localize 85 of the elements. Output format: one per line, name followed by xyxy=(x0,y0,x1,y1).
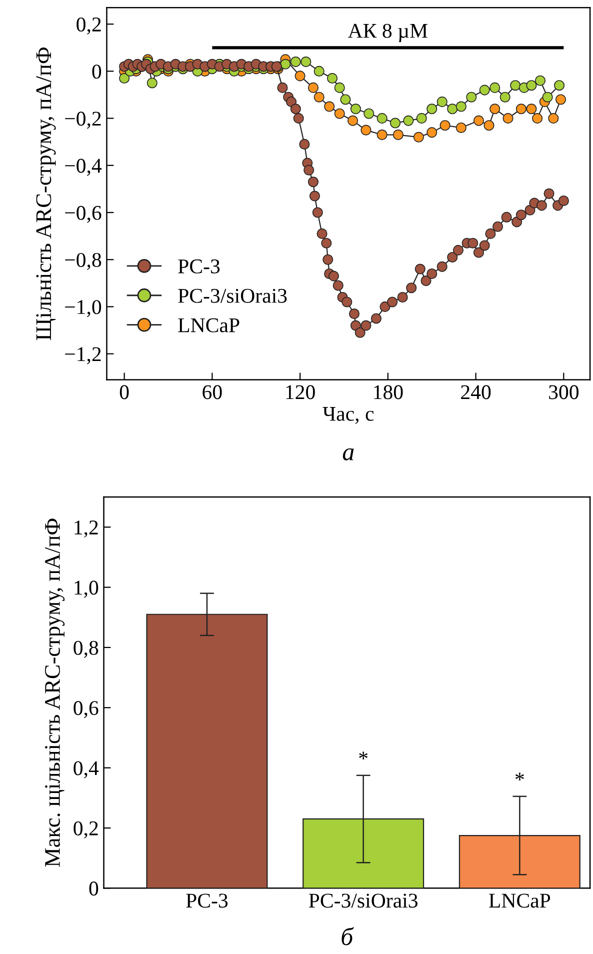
legend-label: PC-3/siOrai3 xyxy=(178,288,287,303)
y-axis-title: Щільність ARC-струму, пА/пФ xyxy=(36,48,56,340)
y-tick-label: 0,4 xyxy=(74,761,99,778)
point xyxy=(500,92,510,102)
point xyxy=(490,104,500,114)
y-tick-label: −0,4 xyxy=(65,158,102,176)
x-tick-label: 0 xyxy=(120,385,129,400)
point xyxy=(416,113,427,124)
y-tick-label: 0,6 xyxy=(74,701,98,718)
legend-label: LNCaP xyxy=(178,318,240,332)
point xyxy=(456,101,466,112)
point xyxy=(324,101,335,112)
y-tick-label: −0,2 xyxy=(65,112,101,129)
point xyxy=(326,72,338,84)
y-tick-label: 0,2 xyxy=(76,17,101,35)
point xyxy=(456,122,466,134)
annotation: * xyxy=(515,772,524,780)
y-tick-label: 0 xyxy=(92,64,102,79)
point xyxy=(516,104,526,114)
point xyxy=(502,113,514,124)
point xyxy=(473,115,484,126)
x-tick-label: LNCaP xyxy=(489,894,550,908)
point xyxy=(294,70,306,82)
point xyxy=(542,92,553,102)
point xyxy=(364,108,374,119)
point xyxy=(534,75,546,86)
point xyxy=(334,108,345,119)
point xyxy=(350,104,361,114)
point xyxy=(314,66,324,76)
point xyxy=(490,82,500,93)
y-tick-label: −0,8 xyxy=(65,252,102,270)
point xyxy=(436,96,448,108)
text: б xyxy=(342,927,354,946)
y-tick-label: 1,0 xyxy=(74,580,98,598)
y-tick-label: 0 xyxy=(89,882,98,896)
point xyxy=(555,94,566,105)
point xyxy=(413,132,424,142)
point xyxy=(348,115,358,126)
point xyxy=(314,92,324,102)
annotation: * xyxy=(359,752,368,760)
x-axis-title: Час, с xyxy=(322,407,374,424)
x-tick-label: 300 xyxy=(549,385,579,400)
y-tick-label: −1,2 xyxy=(65,347,101,364)
y-tick-label: −0,6 xyxy=(65,206,102,223)
point xyxy=(510,80,521,91)
point xyxy=(426,127,438,138)
point xyxy=(334,82,345,93)
point xyxy=(440,120,450,131)
legend-label: PC-3 xyxy=(178,259,220,274)
y-tick-label: 1,2 xyxy=(74,520,98,538)
point xyxy=(290,56,301,68)
point xyxy=(392,130,404,140)
point xyxy=(526,104,537,114)
point xyxy=(403,115,414,126)
x-tick-label: PC-3/siOrai3 xyxy=(308,894,418,908)
point xyxy=(390,118,401,128)
y-tick-label: −1,0 xyxy=(65,300,102,318)
annotation: АК 8 µM xyxy=(348,24,428,42)
point xyxy=(360,124,372,136)
point xyxy=(119,72,130,84)
point xyxy=(484,120,494,131)
text: а xyxy=(342,448,354,460)
point xyxy=(466,92,477,102)
point xyxy=(340,94,351,105)
y-tick-label: 0,2 xyxy=(74,821,98,838)
point xyxy=(146,78,158,88)
point xyxy=(308,82,319,93)
x-tick-label: PC-3 xyxy=(186,894,228,908)
x-tick-label: 60 xyxy=(202,385,222,400)
x-tick-label: 240 xyxy=(461,385,491,400)
point xyxy=(532,113,543,124)
point xyxy=(376,130,388,140)
x-tick-label: 120 xyxy=(286,385,315,400)
point xyxy=(548,113,559,124)
point xyxy=(280,58,291,70)
point xyxy=(376,113,388,124)
point xyxy=(479,84,490,96)
point xyxy=(447,104,458,114)
point xyxy=(300,56,312,68)
point xyxy=(554,80,565,91)
y-axis-title: Макс. щільність ARC-струму, пА/пФ xyxy=(45,518,65,867)
x-tick-label: 180 xyxy=(374,385,403,400)
y-tick-label: 0,8 xyxy=(74,640,98,658)
point xyxy=(426,104,438,114)
point xyxy=(526,80,537,91)
